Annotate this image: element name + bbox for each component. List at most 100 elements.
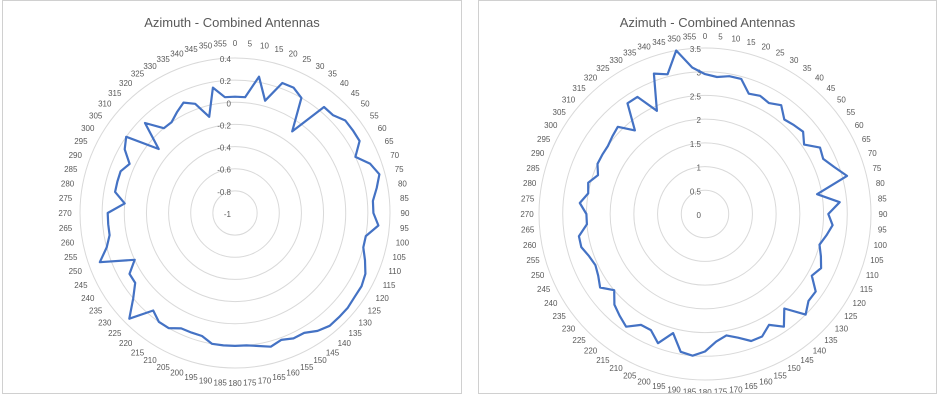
angle-label: 305 [89, 112, 103, 121]
angle-label: 125 [368, 307, 382, 316]
angle-label: 275 [521, 195, 535, 204]
angle-label: 205 [157, 363, 171, 372]
angle-label: 140 [338, 339, 352, 348]
angle-label: 45 [826, 84, 835, 93]
angle-label: 110 [866, 271, 879, 280]
angle-label: 290 [531, 149, 545, 158]
angle-label: 280 [61, 180, 75, 189]
angle-label: 170 [729, 385, 743, 393]
angle-label: 315 [572, 84, 586, 93]
angle-label: 260 [523, 241, 537, 250]
radial-tick-label: 2 [697, 116, 702, 125]
angle-label: 0 [703, 32, 708, 41]
angle-label: 170 [258, 376, 272, 385]
angle-label: 245 [537, 285, 551, 294]
angle-label: 210 [609, 364, 623, 373]
angle-label: 310 [98, 100, 112, 109]
grid-ring [538, 47, 872, 381]
angle-label: 280 [523, 179, 537, 188]
angle-label: 15 [275, 45, 284, 54]
angle-label: 180 [228, 379, 242, 388]
angle-label: 110 [388, 267, 401, 276]
angle-label: 295 [74, 137, 88, 146]
angle-label: 130 [835, 324, 849, 333]
angle-label: 30 [316, 62, 325, 71]
grid-ring [562, 71, 848, 357]
radial-tick-label: 0 [697, 211, 702, 220]
angle-label: 180 [698, 388, 712, 393]
angle-label: 150 [313, 356, 327, 365]
angle-label: 340 [637, 43, 651, 52]
angle-label: 215 [131, 348, 145, 357]
chart-title: Azimuth - Combined Antennas [619, 15, 796, 30]
angle-label: 195 [652, 382, 666, 391]
angle-label: 305 [553, 108, 567, 117]
angle-label: 35 [328, 70, 337, 79]
radial-tick-label: 0.4 [220, 55, 232, 64]
angle-label: 200 [637, 377, 651, 386]
radial-tick-label: -0.2 [217, 121, 231, 130]
angle-label: 200 [170, 369, 184, 378]
grid-ring [190, 168, 280, 258]
angle-label: 5 [718, 33, 723, 42]
angle-label: 145 [326, 348, 340, 357]
angle-label: 55 [846, 108, 855, 117]
angle-label: 335 [623, 49, 637, 58]
angle-label: 155 [774, 371, 788, 380]
angle-label: 330 [609, 56, 623, 65]
angle-label: 355 [214, 40, 228, 49]
angle-label: 90 [879, 210, 888, 219]
grid-ring [609, 118, 801, 310]
angle-label: 80 [876, 179, 885, 188]
angle-label: 175 [714, 387, 728, 393]
polar-chart-right: 00.511.522.533.50 5 10 15202530354045505560… [520, 32, 888, 393]
angle-label: 10 [731, 35, 740, 44]
radial-tick-label: 3.5 [690, 45, 702, 54]
angle-label: 295 [537, 135, 551, 144]
angle-label: 100 [396, 239, 410, 248]
angle-label: 20 [289, 49, 298, 58]
grid-ring [168, 146, 302, 280]
angle-label: 120 [376, 294, 390, 303]
radial-tick-label: -0.8 [217, 188, 231, 197]
angle-label: 115 [860, 285, 873, 294]
angle-label: 300 [81, 124, 95, 133]
angle-label: 240 [544, 299, 558, 308]
angle-label: 175 [243, 378, 257, 387]
angle-label: 185 [214, 378, 228, 387]
grid-ring [101, 79, 369, 347]
angle-label: 60 [855, 121, 864, 130]
grid-ring [79, 57, 391, 369]
angle-label: 85 [400, 194, 409, 203]
chart-title: Azimuth - Combined Antennas [144, 15, 320, 30]
angle-label: 70 [390, 151, 399, 160]
angle-label: 145 [800, 356, 814, 365]
angle-label: 270 [58, 209, 72, 218]
angle-label: 0 [233, 39, 238, 48]
angle-label: 215 [596, 356, 610, 365]
angle-label: 155 [300, 363, 314, 372]
radial-tick-label: 2.5 [690, 92, 702, 101]
angle-label: 190 [667, 385, 681, 393]
angle-label: 250 [69, 267, 83, 276]
grid-ring [585, 94, 825, 334]
angle-label: 70 [868, 149, 877, 158]
series-line [577, 49, 849, 357]
angle-label: 25 [776, 49, 785, 58]
angle-label: 80 [398, 180, 407, 189]
angle-label: 5 [248, 40, 253, 49]
angle-label: 315 [108, 89, 122, 98]
angle-label: 220 [119, 339, 133, 348]
series-line [98, 75, 381, 348]
angle-label: 165 [744, 382, 758, 391]
grid-ring [680, 189, 730, 239]
angle-label: 255 [526, 256, 540, 265]
angle-label: 50 [361, 100, 370, 109]
angle-label: 25 [302, 55, 311, 64]
angle-label: 40 [815, 74, 824, 83]
angle-label: 135 [824, 336, 838, 345]
angle-label: 320 [584, 74, 598, 83]
angle-label: 65 [385, 137, 394, 146]
angle-label: 60 [378, 124, 387, 133]
angle-label: 350 [667, 35, 681, 44]
